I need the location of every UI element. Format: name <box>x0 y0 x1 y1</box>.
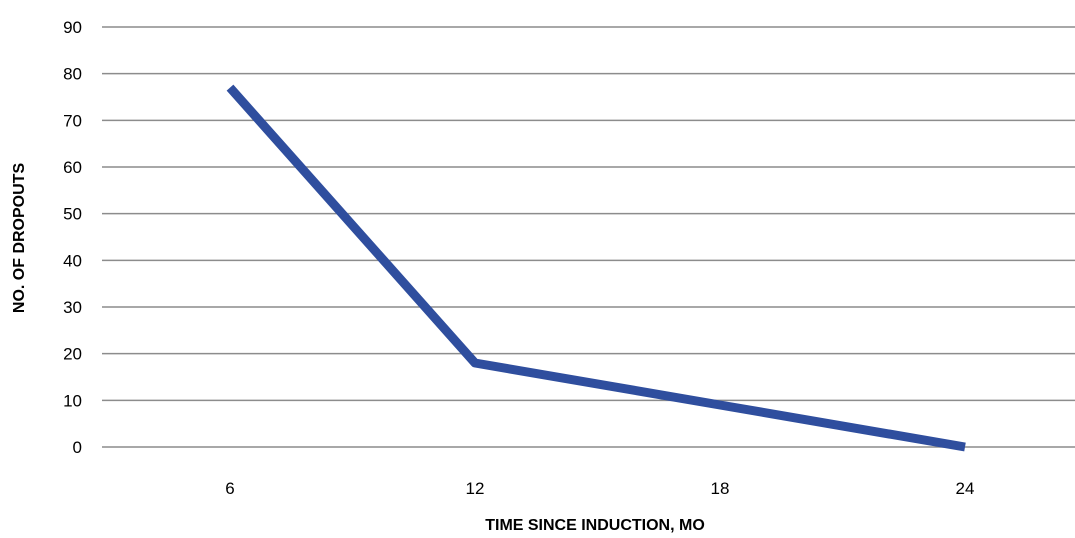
y-tick-label-90: 90 <box>63 18 82 37</box>
y-tick-label-80: 80 <box>63 65 82 84</box>
y-tick-label-40: 40 <box>63 251 82 270</box>
y-tick-label-60: 60 <box>63 158 82 177</box>
x-tick-label-18: 18 <box>711 479 730 498</box>
y-tick-label-0: 0 <box>73 438 82 457</box>
y-tick-label-70: 70 <box>63 111 82 130</box>
y-axis-tick-labels: 0 10 20 30 40 50 60 70 80 90 <box>63 18 82 457</box>
x-tick-label-6: 6 <box>225 479 234 498</box>
x-axis-title: TIME SINCE INDUCTION, MO <box>485 517 705 534</box>
y-tick-label-10: 10 <box>63 391 82 410</box>
x-tick-label-24: 24 <box>956 479 975 498</box>
y-axis-title: NO. OF DROPOUTS <box>11 163 28 314</box>
x-axis-tick-labels: 6 12 18 24 <box>225 479 974 498</box>
series-group <box>226 84 966 452</box>
gridlines <box>102 26 1075 448</box>
y-tick-label-30: 30 <box>63 298 82 317</box>
x-tick-label-12: 12 <box>466 479 485 498</box>
y-tick-label-20: 20 <box>63 345 82 364</box>
series-line-0 <box>226 84 966 452</box>
y-tick-label-50: 50 <box>63 205 82 224</box>
